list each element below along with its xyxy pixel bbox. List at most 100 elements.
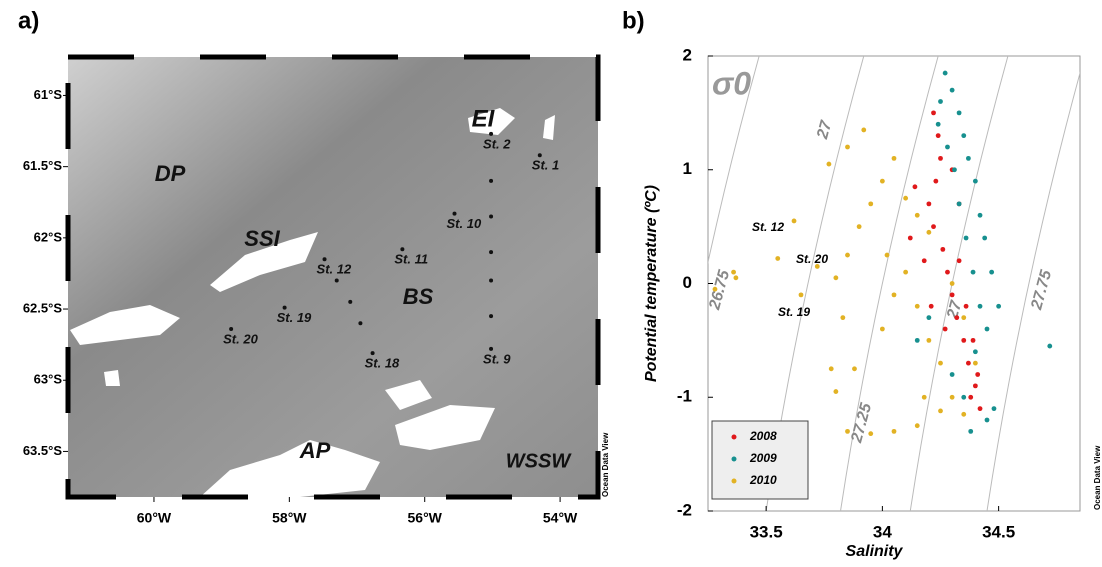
legend-marker bbox=[732, 435, 737, 440]
region-label: EI bbox=[472, 105, 496, 132]
station-label: St. 2 bbox=[483, 136, 511, 151]
point bbox=[950, 292, 955, 297]
station bbox=[489, 250, 493, 254]
point bbox=[971, 338, 976, 343]
point bbox=[943, 71, 948, 76]
point bbox=[978, 213, 983, 218]
point bbox=[989, 270, 994, 275]
point bbox=[973, 383, 978, 388]
station-label: St. 19 bbox=[778, 305, 810, 319]
point bbox=[950, 395, 955, 400]
station bbox=[348, 300, 352, 304]
point bbox=[880, 179, 885, 184]
legend-marker bbox=[732, 479, 737, 484]
station bbox=[538, 153, 542, 157]
y-tick-label: 63°S bbox=[34, 372, 63, 387]
x-tick-label: 54°W bbox=[543, 510, 578, 526]
point bbox=[957, 110, 962, 115]
point bbox=[829, 366, 834, 371]
point bbox=[971, 270, 976, 275]
point bbox=[938, 99, 943, 104]
x-tick-label: 58°W bbox=[272, 510, 307, 526]
point bbox=[868, 431, 873, 436]
point bbox=[957, 258, 962, 263]
station bbox=[489, 279, 493, 283]
legend-label: 2009 bbox=[749, 451, 777, 465]
point bbox=[961, 133, 966, 138]
point bbox=[966, 361, 971, 366]
region-label: BS bbox=[403, 284, 434, 309]
station bbox=[489, 214, 493, 218]
point bbox=[892, 292, 897, 297]
point bbox=[861, 128, 866, 133]
point bbox=[922, 395, 927, 400]
point bbox=[713, 287, 718, 292]
isopycnal-label: 27 bbox=[814, 118, 836, 142]
point bbox=[933, 179, 938, 184]
point bbox=[975, 372, 980, 377]
point bbox=[966, 156, 971, 161]
station bbox=[453, 212, 457, 216]
point bbox=[950, 281, 955, 286]
point bbox=[903, 270, 908, 275]
y-tick-label: 2 bbox=[683, 45, 692, 64]
point bbox=[926, 201, 931, 206]
point bbox=[978, 406, 983, 411]
point bbox=[734, 275, 739, 280]
point bbox=[915, 213, 920, 218]
station-label: St. 19 bbox=[277, 310, 312, 325]
y-tick-label: 0 bbox=[683, 273, 692, 292]
point bbox=[996, 304, 1001, 309]
point bbox=[973, 349, 978, 354]
point bbox=[892, 429, 897, 434]
point bbox=[922, 258, 927, 263]
credit: Ocean Data View bbox=[601, 432, 610, 497]
x-tick-label: 56°W bbox=[408, 510, 443, 526]
point bbox=[938, 361, 943, 366]
point bbox=[964, 304, 969, 309]
isopycnal bbox=[910, 56, 1008, 511]
point bbox=[913, 184, 918, 189]
panel-label: a) bbox=[18, 7, 39, 34]
point bbox=[985, 418, 990, 423]
point bbox=[961, 315, 966, 320]
station bbox=[400, 247, 404, 251]
y-tick-label: 62°S bbox=[34, 229, 63, 244]
station bbox=[229, 327, 233, 331]
isopycnal-label: 27.25 bbox=[848, 400, 875, 445]
point bbox=[940, 247, 945, 252]
point bbox=[936, 122, 941, 127]
map-background bbox=[68, 57, 598, 497]
station bbox=[489, 132, 493, 136]
point bbox=[945, 145, 950, 150]
point bbox=[926, 338, 931, 343]
point bbox=[915, 338, 920, 343]
y-tick-label: 62.5°S bbox=[23, 300, 63, 315]
station-label: St. 10 bbox=[447, 216, 482, 231]
point bbox=[799, 292, 804, 297]
point bbox=[731, 270, 736, 275]
point bbox=[985, 327, 990, 332]
station bbox=[489, 314, 493, 318]
point bbox=[840, 315, 845, 320]
point bbox=[931, 224, 936, 229]
y-tick-label: -1 bbox=[677, 387, 692, 406]
x-axis-label: Salinity bbox=[846, 543, 904, 560]
point bbox=[929, 304, 934, 309]
point bbox=[992, 406, 997, 411]
y-tick-label: 63.5°S bbox=[23, 443, 63, 458]
isopycnal-label: 27.75 bbox=[1028, 267, 1055, 312]
y-tick-label: 61.5°S bbox=[23, 158, 63, 173]
figure: a)60°W58°W56°W54°W61°S61.5°S62°S62.5°S63… bbox=[0, 0, 1102, 567]
x-tick-label: 34 bbox=[873, 522, 892, 541]
point bbox=[892, 156, 897, 161]
station bbox=[335, 279, 339, 283]
point bbox=[827, 162, 832, 167]
point bbox=[915, 304, 920, 309]
point bbox=[915, 423, 920, 428]
region-label: SSI bbox=[244, 226, 280, 251]
legend-label: 2008 bbox=[749, 429, 777, 443]
point bbox=[926, 315, 931, 320]
point bbox=[885, 253, 890, 258]
point bbox=[880, 327, 885, 332]
